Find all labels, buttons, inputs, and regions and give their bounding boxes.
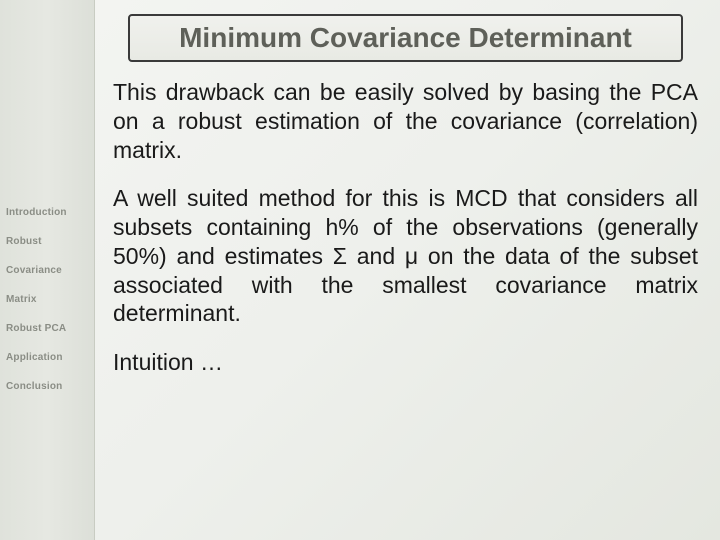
sidebar-item-robust-pca[interactable]: Robust PCA [0,321,94,336]
page-title: Minimum Covariance Determinant [142,22,669,54]
paragraph-2: A well suited method for this is MCD tha… [113,184,698,328]
sidebar-item-conclusion[interactable]: Conclusion [0,379,94,394]
sidebar: Introduction Robust Covariance Matrix Ro… [0,0,95,540]
sidebar-item-covariance[interactable]: Covariance [0,263,94,278]
paragraph-1: This drawback can be easily solved by ba… [113,78,698,164]
sidebar-item-robust[interactable]: Robust [0,234,94,249]
paragraph-3: Intuition … [113,348,698,377]
sidebar-item-introduction[interactable]: Introduction [0,205,94,220]
main-content: Minimum Covariance Determinant This draw… [95,0,720,540]
title-box: Minimum Covariance Determinant [128,14,683,62]
sidebar-item-application[interactable]: Application [0,350,94,365]
sidebar-item-matrix[interactable]: Matrix [0,292,94,307]
